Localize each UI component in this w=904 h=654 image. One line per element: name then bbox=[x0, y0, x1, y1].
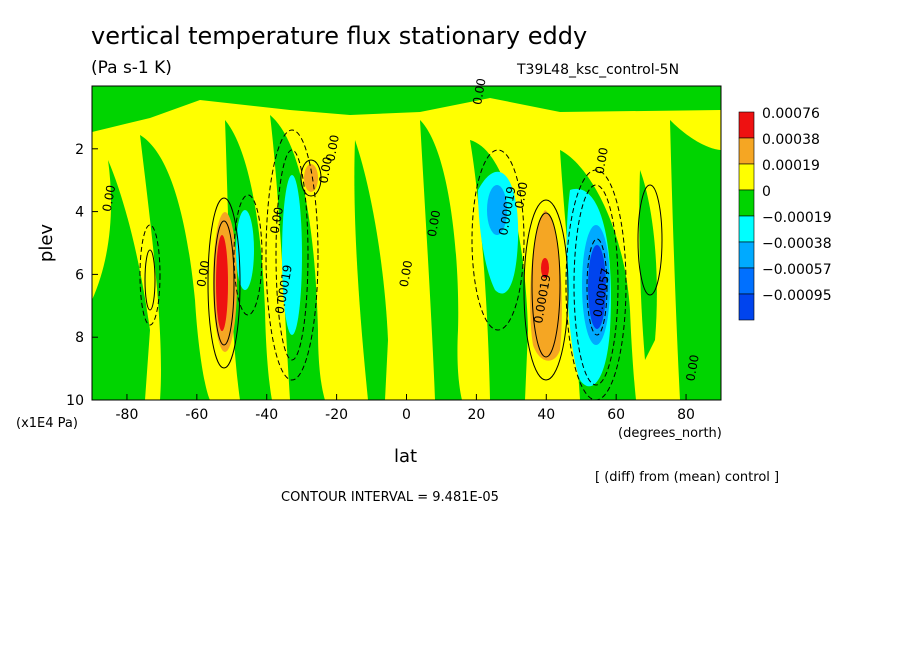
band-d bbox=[354, 140, 388, 400]
band-top bbox=[92, 86, 721, 132]
contour-label: 0.00 bbox=[683, 354, 701, 383]
contour-label: 0.00 bbox=[397, 259, 415, 288]
x-tick-label: 20 bbox=[467, 407, 485, 423]
contour-label-layer: 0.000.000.000.000.00 0.000.000.000.000.00… bbox=[100, 77, 702, 382]
contour-label: 0.00 bbox=[323, 134, 341, 163]
chart-title: vertical temperature flux stationary edd… bbox=[91, 22, 588, 50]
legend-swatch bbox=[738, 189, 755, 217]
contour-label: 0.00 bbox=[512, 181, 530, 210]
diff-note: [ (diff) from (mean) control ] bbox=[595, 470, 780, 485]
run-name-label: T39L48_ksc_control-5N bbox=[517, 62, 680, 78]
x-tick-label: 0 bbox=[402, 407, 411, 423]
contour-label: 0.00 bbox=[425, 209, 443, 238]
legend-label: 0 bbox=[762, 184, 771, 200]
y-axis: 2 4 6 8 10 bbox=[66, 142, 98, 409]
legend-swatch bbox=[738, 111, 755, 139]
color-legend: 0.00076 0.00038 0.00019 0 −0.00019 −0.00038 −0… bbox=[738, 106, 832, 321]
legend-swatch bbox=[738, 267, 755, 295]
x-tick-label: 40 bbox=[537, 407, 555, 423]
contour-label: 0.00 bbox=[194, 259, 212, 288]
y-tick-label: 4 bbox=[75, 205, 84, 221]
y-tick-label: 2 bbox=[75, 142, 84, 158]
legend-swatch bbox=[738, 137, 755, 165]
x-tick-label: -60 bbox=[185, 407, 208, 423]
legend-label: −0.00057 bbox=[762, 262, 832, 278]
contour-label: 0.00 bbox=[100, 184, 118, 213]
y-tick-label: 8 bbox=[75, 330, 84, 346]
x-tick-label: -20 bbox=[325, 407, 348, 423]
legend-swatch bbox=[738, 163, 755, 191]
units-label: (Pa s-1 K) bbox=[91, 58, 172, 78]
legend-label: 0.00038 bbox=[762, 132, 820, 148]
pos-cell-upper bbox=[304, 164, 318, 192]
plot-area bbox=[92, 86, 721, 400]
legend-swatch bbox=[738, 293, 755, 321]
x-axis: -80 -60 -40 -20 0 20 40 60 80 bbox=[116, 394, 695, 423]
legend-label: 0.00019 bbox=[762, 158, 820, 174]
y-axis-label: plev bbox=[36, 224, 57, 263]
contour-label: 0.00 bbox=[470, 77, 488, 106]
x-tick-label: -40 bbox=[255, 407, 278, 423]
neg-cell-c-core bbox=[487, 185, 507, 235]
contour-lines bbox=[144, 159, 663, 381]
pos-core-north bbox=[530, 210, 562, 361]
legend-swatch bbox=[738, 215, 755, 243]
pos-peak-north bbox=[541, 258, 549, 278]
legend-label: −0.00038 bbox=[762, 236, 832, 252]
contour-label: 0.00 bbox=[593, 146, 611, 175]
x-axis-label: lat bbox=[394, 446, 418, 467]
band-north-pole bbox=[670, 120, 721, 400]
neg-cell-b bbox=[282, 175, 302, 335]
y-tick-label: 10 bbox=[66, 393, 84, 409]
y-tick-label: 6 bbox=[75, 267, 84, 283]
x-tick-label: 60 bbox=[607, 407, 625, 423]
legend-label: −0.00019 bbox=[762, 210, 832, 226]
neg-core-north bbox=[588, 245, 606, 329]
legend-label: −0.00095 bbox=[762, 288, 832, 304]
x-tick-label: -80 bbox=[116, 407, 139, 423]
contour-label: 0.00 bbox=[268, 206, 286, 235]
band-e bbox=[420, 120, 462, 400]
band-south-pole bbox=[92, 160, 150, 400]
x-axis-unit: (degrees_north) bbox=[618, 426, 722, 441]
legend-swatch bbox=[738, 241, 755, 269]
x-tick-label: 80 bbox=[677, 407, 695, 423]
pos-core-south bbox=[216, 235, 228, 331]
contour-label: 0.00 bbox=[316, 156, 334, 185]
contour-lines-negative bbox=[139, 129, 627, 400]
y-axis-unit: (x1E4 Pa) bbox=[16, 416, 78, 431]
band-a bbox=[140, 135, 210, 400]
legend-label: 0.00076 bbox=[762, 106, 820, 122]
neg-cell-a bbox=[236, 210, 254, 290]
contour-interval-label: CONTOUR INTERVAL = 9.481E-05 bbox=[281, 490, 499, 505]
band-h bbox=[639, 170, 657, 360]
